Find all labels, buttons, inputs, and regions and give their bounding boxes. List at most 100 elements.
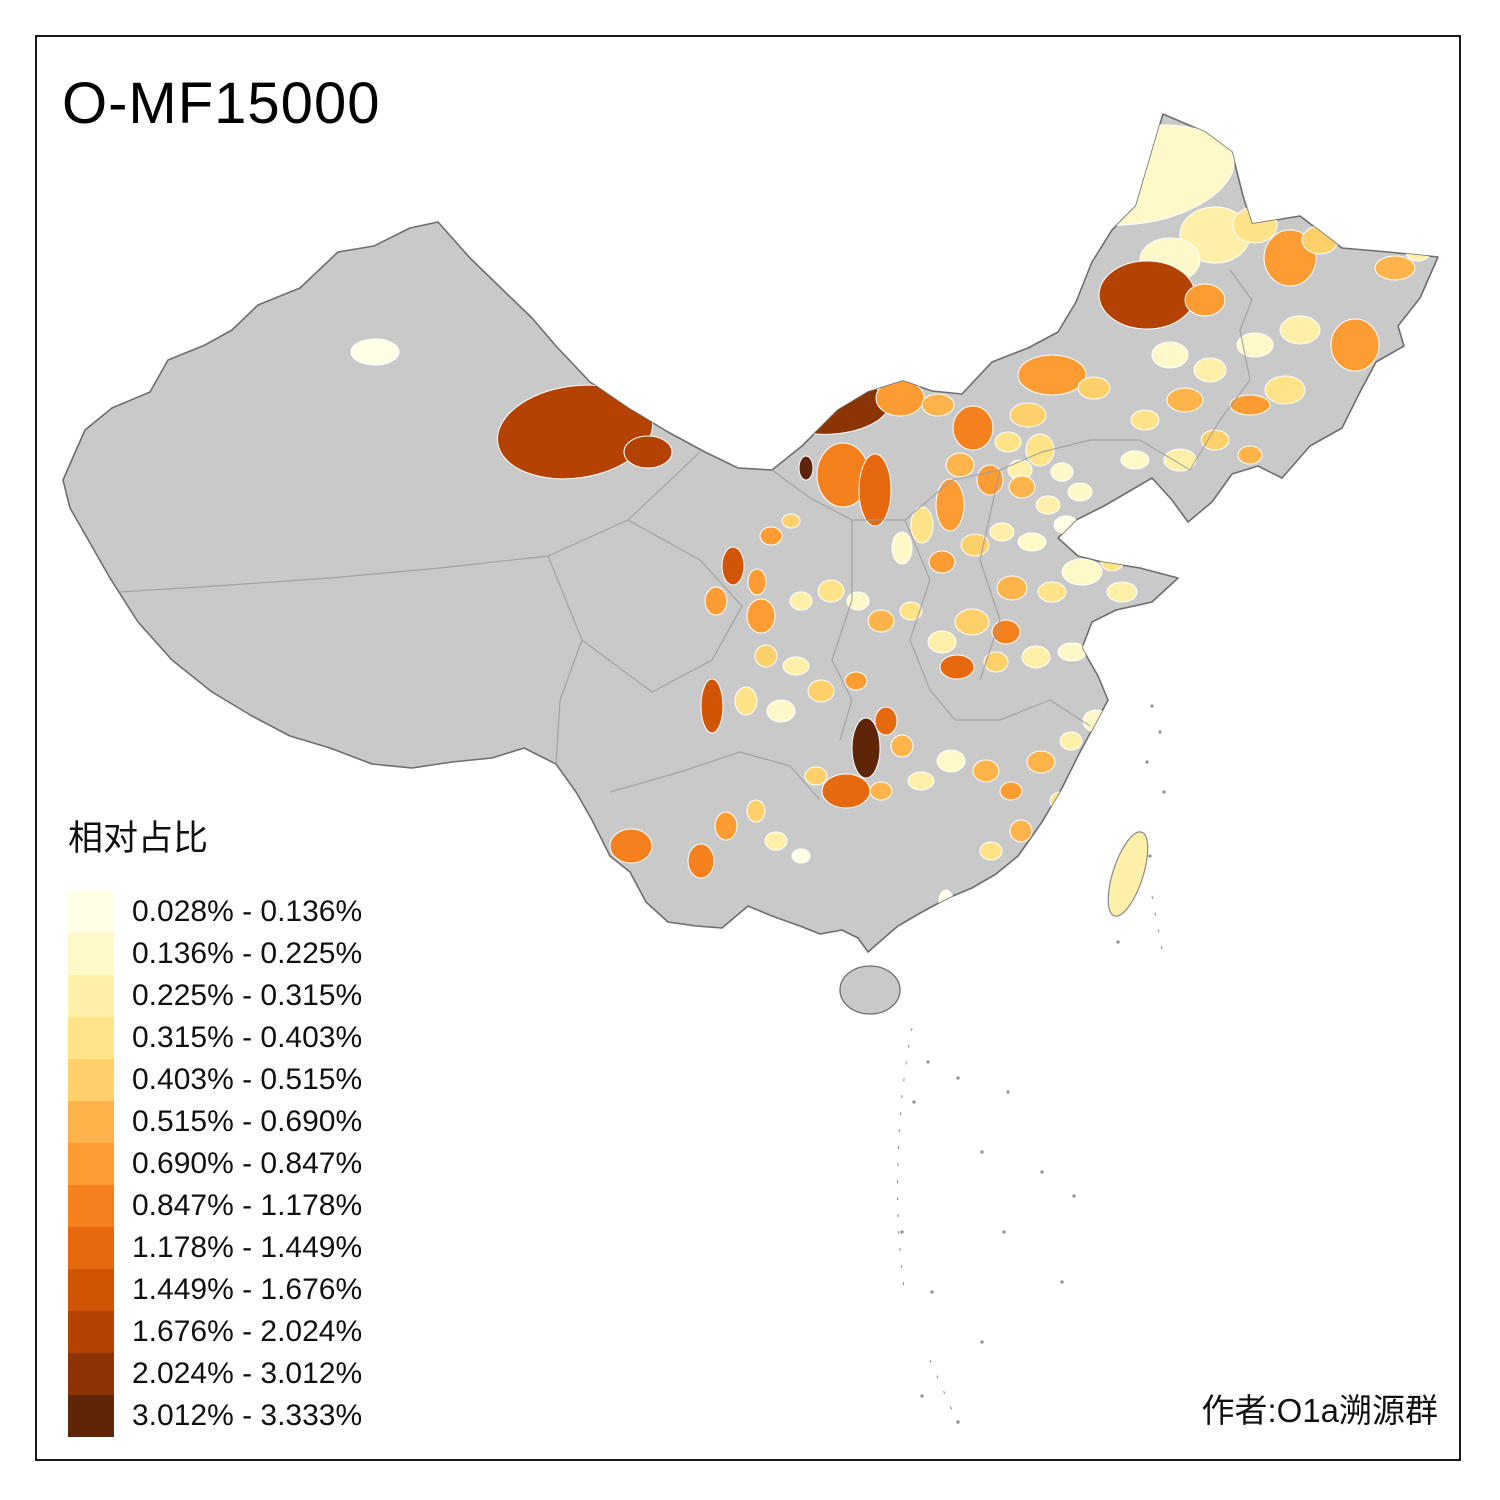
map-region[interactable] — [1017, 354, 1087, 396]
map-region[interactable] — [1089, 761, 1113, 781]
map-region[interactable] — [1050, 462, 1074, 482]
map-region[interactable] — [754, 644, 778, 668]
map-region[interactable] — [609, 828, 653, 864]
map-region[interactable] — [1059, 731, 1083, 751]
map-region[interactable] — [1200, 429, 1230, 451]
map-region[interactable] — [869, 781, 893, 801]
hainan-island[interactable] — [839, 965, 901, 1015]
map-region[interactable] — [687, 843, 715, 879]
map-region[interactable] — [1017, 532, 1047, 552]
map-region[interactable] — [791, 848, 811, 864]
map-region[interactable] — [976, 464, 1004, 496]
map-region[interactable] — [910, 506, 934, 544]
map-region[interactable] — [746, 799, 766, 823]
map-region[interactable] — [1405, 242, 1431, 262]
map-region[interactable] — [1120, 647, 1144, 667]
map-region[interactable] — [747, 568, 767, 596]
map-region[interactable] — [789, 591, 813, 611]
map-region[interactable] — [798, 455, 814, 481]
map-region[interactable] — [1229, 394, 1271, 416]
map-region[interactable] — [1049, 791, 1073, 811]
map-region[interactable] — [867, 609, 895, 633]
map-region[interactable] — [1077, 376, 1111, 400]
map-region[interactable] — [1025, 433, 1055, 467]
map-region[interactable] — [938, 889, 954, 913]
map-region[interactable] — [939, 654, 975, 680]
map-region[interactable] — [721, 546, 745, 586]
map-region[interactable] — [1151, 341, 1189, 369]
map-region[interactable] — [1264, 375, 1306, 405]
map-region[interactable] — [846, 591, 870, 611]
map-region[interactable] — [954, 608, 990, 636]
map-region[interactable] — [350, 338, 400, 366]
map-region[interactable] — [928, 550, 956, 574]
map-region[interactable] — [936, 749, 966, 773]
map-region[interactable] — [759, 526, 783, 546]
map-region[interactable] — [1330, 318, 1380, 372]
map-region[interactable] — [927, 630, 957, 654]
map-region[interactable] — [714, 811, 738, 841]
map-region[interactable] — [996, 575, 1028, 601]
map-region[interactable] — [989, 522, 1015, 542]
map-region[interactable] — [844, 671, 868, 691]
map-region[interactable] — [983, 651, 1009, 673]
map-region[interactable] — [807, 679, 835, 703]
map-region[interactable] — [821, 773, 871, 809]
map-region[interactable] — [1053, 515, 1079, 535]
map-region[interactable] — [1130, 409, 1160, 431]
map-region[interactable] — [1035, 495, 1061, 515]
map-region[interactable] — [1184, 283, 1226, 317]
map-region[interactable] — [891, 531, 913, 565]
map-region[interactable] — [746, 598, 776, 634]
map-region[interactable] — [734, 686, 758, 716]
map-region[interactable] — [1166, 387, 1204, 413]
map-region[interactable] — [700, 678, 724, 734]
map-region[interactable] — [999, 781, 1023, 801]
map-region[interactable] — [907, 771, 935, 791]
map-region[interactable] — [1232, 206, 1278, 244]
map-region[interactable] — [1088, 632, 1116, 652]
map-region[interactable] — [1008, 475, 1036, 499]
map-region[interactable] — [1236, 332, 1274, 358]
map-region[interactable] — [979, 841, 1003, 861]
map-region[interactable] — [991, 619, 1021, 645]
map-region[interactable] — [1098, 260, 1196, 330]
map-region[interactable] — [1139, 618, 1165, 638]
map-region[interactable] — [858, 453, 892, 527]
map-region[interactable] — [945, 452, 975, 478]
map-region[interactable] — [890, 734, 914, 758]
map-region[interactable] — [1193, 357, 1227, 383]
map-region[interactable] — [1021, 645, 1051, 669]
map-region[interactable] — [952, 405, 994, 451]
map-region[interactable] — [874, 706, 898, 736]
taiwan-island[interactable] — [1100, 828, 1156, 921]
map-region[interactable] — [899, 601, 923, 621]
map-region[interactable] — [766, 699, 796, 723]
map-region[interactable] — [1082, 709, 1110, 733]
map-region[interactable] — [954, 903, 964, 923]
map-region[interactable] — [1026, 750, 1056, 774]
map-region[interactable] — [1024, 164, 1106, 226]
map-region[interactable] — [1057, 642, 1087, 662]
map-region[interactable] — [764, 831, 788, 851]
map-region[interactable] — [935, 478, 965, 532]
map-region[interactable] — [817, 579, 845, 603]
map-region[interactable] — [704, 586, 728, 616]
map-region[interactable] — [804, 766, 828, 786]
map-region[interactable] — [623, 435, 673, 469]
map-region[interactable] — [1279, 315, 1321, 345]
map-region[interactable] — [1120, 450, 1150, 470]
map-region[interactable] — [1009, 819, 1033, 843]
map-region[interactable] — [851, 717, 881, 779]
map-region[interactable] — [1067, 482, 1093, 502]
map-region[interactable] — [994, 431, 1022, 453]
map-region[interactable] — [1061, 558, 1103, 586]
map-region[interactable] — [1037, 581, 1067, 603]
map-region[interactable] — [972, 759, 1000, 783]
map-region[interactable] — [921, 393, 955, 417]
map-region[interactable] — [1083, 520, 1113, 544]
map-region[interactable] — [1106, 581, 1138, 603]
map-region[interactable] — [782, 656, 810, 676]
map-region[interactable] — [1237, 445, 1263, 465]
map-region[interactable] — [781, 513, 801, 529]
